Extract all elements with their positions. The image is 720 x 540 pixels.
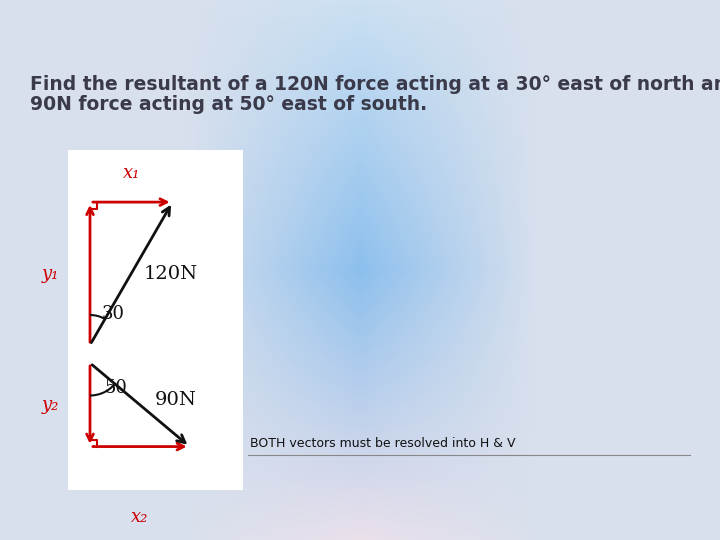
Bar bbox=[68, 150, 243, 490]
Text: 90N: 90N bbox=[155, 391, 197, 409]
Text: 120N: 120N bbox=[143, 265, 197, 282]
Text: 30: 30 bbox=[102, 305, 125, 323]
Text: x₂: x₂ bbox=[131, 508, 148, 526]
Text: 90N force acting at 50° east of south.: 90N force acting at 50° east of south. bbox=[30, 95, 427, 114]
Text: 50: 50 bbox=[104, 379, 127, 397]
Text: x₁: x₁ bbox=[122, 164, 140, 182]
Text: y₂: y₂ bbox=[41, 396, 59, 414]
Text: Find the resultant of a 120N force acting at a 30° east of north and a: Find the resultant of a 120N force actin… bbox=[30, 75, 720, 94]
Text: y₁: y₁ bbox=[41, 265, 59, 282]
Text: BOTH vectors must be resolved into H & V: BOTH vectors must be resolved into H & V bbox=[250, 437, 516, 450]
